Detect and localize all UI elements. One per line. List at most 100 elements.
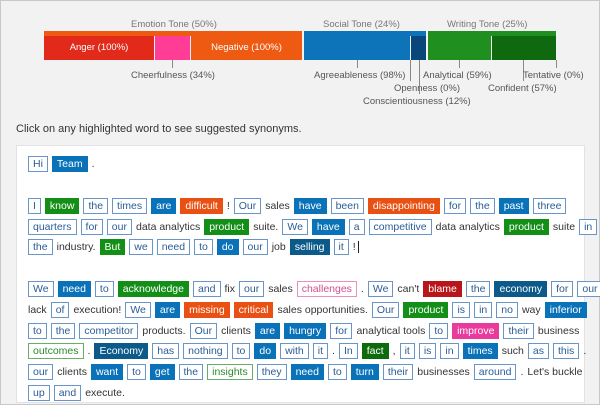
highlighted-word[interactable]: and <box>192 281 221 298</box>
highlighted-word[interactable]: times <box>462 343 498 360</box>
highlighted-word[interactable]: the <box>470 197 495 214</box>
highlighted-word[interactable]: selling <box>289 239 330 256</box>
highlighted-word[interactable]: disappointing <box>367 197 440 214</box>
highlighted-word[interactable]: But <box>99 239 126 256</box>
highlighted-word[interactable]: to <box>194 239 213 256</box>
highlighted-word[interactable]: in <box>579 218 598 235</box>
highlighted-word[interactable]: to <box>127 364 146 381</box>
highlighted-word[interactable]: is <box>452 301 471 318</box>
highlighted-word[interactable]: difficult <box>180 197 223 214</box>
highlighted-word[interactable]: Our <box>189 322 218 339</box>
highlighted-word[interactable]: improve <box>452 322 500 339</box>
highlighted-word[interactable]: to <box>94 281 114 298</box>
highlighted-word[interactable]: quarters <box>28 218 77 235</box>
highlighted-word[interactable]: up <box>28 385 50 402</box>
highlighted-word[interactable]: for <box>330 322 353 339</box>
highlighted-word[interactable]: missing <box>184 301 230 318</box>
highlighted-word[interactable]: as <box>527 343 549 360</box>
highlighted-word[interactable]: competitive <box>368 218 432 235</box>
highlighted-word[interactable]: our <box>239 281 265 298</box>
conscientiousness-segment[interactable] <box>411 36 426 60</box>
highlighted-word[interactable]: hungry <box>284 322 327 339</box>
highlighted-word[interactable]: know <box>44 197 80 214</box>
highlighted-word[interactable]: our <box>577 281 600 298</box>
highlighted-word[interactable]: fact <box>361 343 389 360</box>
highlighted-word[interactable]: three <box>532 197 567 214</box>
highlighted-word[interactable]: for <box>80 218 103 235</box>
highlighted-word[interactable]: to <box>231 343 251 360</box>
highlighted-word[interactable]: it <box>312 343 329 360</box>
highlighted-word[interactable]: outcomes <box>28 343 84 360</box>
highlighted-word[interactable]: We <box>367 281 394 298</box>
highlighted-word[interactable]: our <box>28 364 54 381</box>
highlighted-word[interactable]: they <box>256 364 287 381</box>
highlighted-word[interactable]: I <box>28 197 41 214</box>
highlighted-word[interactable]: of <box>50 301 70 318</box>
highlighted-word[interactable]: no <box>496 301 518 318</box>
highlighted-word[interactable]: the <box>178 364 204 381</box>
highlighted-word[interactable]: a <box>348 218 365 235</box>
highlighted-word[interactable]: in <box>440 343 459 360</box>
highlighted-word[interactable]: is <box>418 343 437 360</box>
highlighted-word[interactable]: product <box>503 218 549 235</box>
highlighted-word[interactable]: the <box>465 281 491 298</box>
highlighted-word[interactable]: do <box>254 343 277 360</box>
highlighted-word[interactable]: it <box>399 343 415 360</box>
highlighted-word[interactable]: Economy <box>94 343 149 360</box>
agreeableness-segment[interactable] <box>304 36 410 60</box>
highlighted-word[interactable]: past <box>498 197 529 214</box>
highlighted-word[interactable]: need <box>57 281 91 298</box>
highlighted-word[interactable]: need <box>290 364 324 381</box>
highlighted-word[interactable]: Hi <box>28 156 48 173</box>
analytical-segment[interactable] <box>428 36 491 60</box>
highlighted-word[interactable]: and <box>53 385 82 402</box>
cheerfulness-segment[interactable] <box>155 36 190 60</box>
anger-segment[interactable]: Anger (100%) <box>44 36 154 60</box>
highlighted-word[interactable]: product <box>204 218 250 235</box>
highlighted-word[interactable]: been <box>330 197 364 214</box>
highlighted-word[interactable]: their <box>503 322 534 339</box>
highlighted-word[interactable]: for <box>443 197 467 214</box>
highlighted-word[interactable]: have <box>293 197 327 214</box>
highlighted-word[interactable]: have <box>311 218 345 235</box>
highlighted-word[interactable]: need <box>156 239 191 256</box>
highlighted-word[interactable]: are <box>151 197 177 214</box>
highlighted-word[interactable]: are <box>254 322 281 339</box>
highlighted-word[interactable]: we <box>129 239 153 256</box>
highlighted-word[interactable]: Team <box>51 156 88 173</box>
highlighted-word[interactable]: blame <box>423 281 462 298</box>
highlighted-word[interactable]: the <box>28 239 53 256</box>
highlighted-word[interactable]: nothing <box>183 343 228 360</box>
highlighted-word[interactable]: are <box>154 301 181 318</box>
highlighted-word[interactable]: in <box>474 301 493 318</box>
highlighted-word[interactable]: for <box>551 281 574 298</box>
highlighted-word[interactable]: Our <box>233 197 262 214</box>
highlighted-word[interactable]: our <box>242 239 268 256</box>
highlighted-word[interactable]: it <box>333 239 349 256</box>
highlighted-word[interactable]: to <box>28 322 47 339</box>
highlighted-word[interactable]: competitor <box>79 322 139 339</box>
highlighted-word[interactable]: acknowledge <box>117 281 189 298</box>
highlighted-word[interactable]: this <box>552 343 580 360</box>
highlighted-word[interactable]: insights <box>207 364 253 381</box>
highlighted-word[interactable]: our <box>106 218 132 235</box>
highlighted-word[interactable]: In <box>338 343 358 360</box>
highlighted-word[interactable]: We <box>282 218 308 235</box>
highlighted-word[interactable]: We <box>125 301 151 318</box>
highlighted-word[interactable]: challenges <box>296 281 357 298</box>
highlighted-word[interactable]: the <box>50 322 76 339</box>
highlighted-word[interactable]: economy <box>494 281 548 298</box>
highlighted-word[interactable]: the <box>83 197 109 214</box>
highlighted-word[interactable]: has <box>152 343 180 360</box>
highlighted-word[interactable]: times <box>112 197 148 214</box>
highlighted-word[interactable]: turn <box>350 364 379 381</box>
highlighted-word[interactable]: around <box>473 364 517 381</box>
confident-segment[interactable] <box>492 36 556 60</box>
highlighted-word[interactable]: critical <box>233 301 274 318</box>
highlighted-word[interactable]: inferior <box>544 301 587 318</box>
highlighted-word[interactable]: their <box>382 364 414 381</box>
highlighted-word[interactable]: We <box>28 281 54 298</box>
highlighted-word[interactable]: want <box>90 364 124 381</box>
highlighted-word[interactable]: product <box>403 301 449 318</box>
